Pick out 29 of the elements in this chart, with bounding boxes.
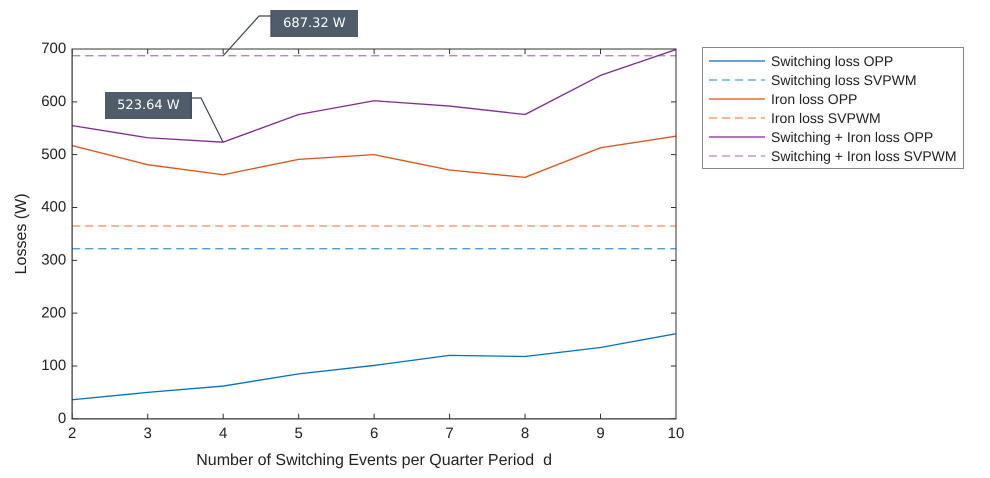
y-tick-label: 0 [58, 410, 66, 427]
legend-label: Switching loss OPP [771, 52, 894, 68]
y-tick-label: 600 [41, 92, 66, 110]
x-tick-label: 10 [668, 424, 684, 442]
y-tick-label: 100 [41, 357, 66, 374]
x-tick-label: 7 [445, 424, 454, 442]
legend-label: Switching + Iron loss SVPWM [771, 148, 957, 164]
x-tick-label: 4 [219, 424, 228, 442]
x-tick-label: 5 [294, 424, 303, 442]
y-tick-label: 400 [41, 198, 66, 216]
x-tick-label: 3 [144, 424, 152, 442]
y-axis-title: Losses (W) [13, 193, 30, 274]
annotation: 687.32 W [271, 10, 358, 37]
annotation: 523.64 W [105, 92, 192, 120]
callout-pointer: 523.64 W [105, 91, 226, 144]
legend-label: Iron loss OPP [771, 90, 858, 106]
y-tick-label: 500 [41, 146, 66, 163]
x-tick-label: 8 [520, 424, 530, 442]
x-tick-label: 9 [596, 424, 605, 442]
y-tick-label: 200 [41, 304, 66, 322]
y-tick-label: 700 [41, 40, 66, 58]
x-tick-label: 6 [370, 424, 378, 442]
callout-pointer: 687.32 W [221, 8, 358, 57]
legend-label: Switching loss SVPWM [771, 72, 916, 88]
x-tick-label: 2 [68, 424, 76, 442]
legend-label: Switching + Iron loss OPP [771, 128, 934, 144]
legend-label: Iron loss SVPWM [771, 110, 881, 126]
x-axis-title: Number of Switching Events per Quarter Period d [196, 452, 552, 469]
y-tick-label: 300 [41, 251, 66, 268]
